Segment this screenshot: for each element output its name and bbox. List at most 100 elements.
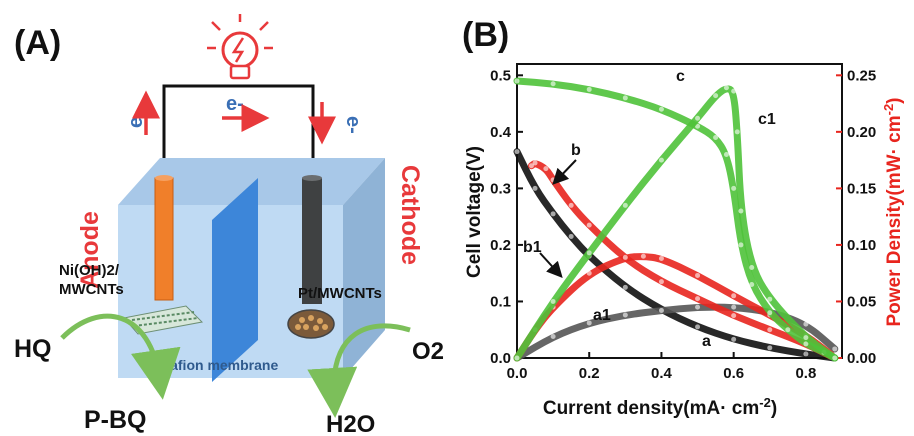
panel-a-label: (A) [14,24,61,62]
series-c-point [695,123,701,129]
series-a1-point [550,334,556,340]
series-c1-point [734,129,740,135]
series-c1-point [658,157,664,163]
series-c1-point [767,296,773,302]
series-c-point [723,151,729,157]
anode-label: Anode [76,211,104,289]
series-c-point [514,78,520,84]
panel-b: (B) 0.0 0.2 0.4 0.6 0.8 0.0 0.1 0.2 0.3 0.4 0.5 0… [462,16,905,419]
series-b-point [528,163,534,169]
reduction-arrow [307,323,411,418]
nafion-membrane [212,178,258,382]
membrane-label: Nafion membrane [160,357,278,373]
series-c1-point [731,88,737,94]
series-a-point [568,233,574,239]
electron-label-middle: e- [226,93,244,115]
series-a-line [513,148,839,362]
y-axis-left-ticks: 0.0 0.1 0.2 0.3 0.4 0.5 [490,67,523,367]
cathode-catalyst-disk [287,309,335,339]
curve-label-b: b [571,142,581,159]
series-c-point [767,310,773,316]
series-b-point [532,160,538,166]
y-right-tick-label: 0.15 [847,180,876,197]
product-h2o: H2O [326,411,375,436]
series-c1-point [622,202,628,208]
series-c-point [622,95,628,101]
x-tick-label: 0.8 [795,365,816,382]
y-axis-left-title: Cell voltage(V) [464,146,485,278]
series-c1-point [832,355,838,361]
curve-label-b1: b1 [523,239,542,256]
series-c-line [513,77,839,362]
cathode-rod [302,178,322,304]
series-a1-point [586,320,592,326]
series-a-point [695,324,701,330]
y-right-tick-label: 0.20 [847,124,876,141]
anode-material-label-line2: MWCNTs [59,281,124,298]
anode-material-label-line1: Ni(OH)2/ [59,262,120,279]
series-c-point [550,81,556,87]
series-a1-point [832,346,838,352]
series-c-point [738,242,744,248]
series-b-point [658,279,664,285]
plot-frame [516,63,843,359]
x-tick-label: 0.2 [579,365,600,382]
series-c1-point [738,208,744,214]
x-tick-label: 0.0 [507,365,528,382]
electron-label-left: e- [125,110,147,128]
series-c1-point [514,355,520,361]
cathode-material-label: Pt/MWCNTs [298,285,382,302]
series-c1-point [803,335,809,341]
series-b1-point [731,293,737,299]
curve-label-a: a [702,333,711,350]
pointer-b1 [539,252,563,278]
lightbulb-icon [207,14,273,80]
series-c1-point [586,250,592,256]
series-b-point [568,202,574,208]
series-b1-point [586,270,592,276]
cathode-label: Cathode [396,165,424,265]
series-b-point [695,296,701,302]
panel-a: (A) e- e- e- [14,14,444,436]
series-c1-point [713,93,719,99]
reactant-o2: O2 [412,338,444,365]
series-c-point [785,327,791,333]
series-c-point [803,341,809,347]
series-b1-point [622,254,628,260]
x-tick-label: 0.6 [723,365,744,382]
anode-catalyst-sheet [123,305,204,335]
y-left-tick-label: 0.3 [490,180,511,197]
series-a1-point [803,321,809,327]
y-right-tick-label: 0.00 [847,350,876,367]
electron-label-right: e- [342,116,364,134]
series-b-point [586,222,592,228]
series-b1-point [658,255,664,261]
series-c-point [731,185,737,191]
series-c1-point [749,265,755,271]
y-left-tick-label: 0.0 [490,350,511,367]
curve-label-c: c [676,68,685,85]
series-c-point [713,135,719,140]
series-a1-line [513,303,839,362]
oxidation-arrow [60,313,181,400]
reactant-hq: HQ [14,335,52,363]
series-a1-point [731,304,737,310]
series-b-point [767,327,773,333]
y-left-tick-label: 0.4 [490,124,512,141]
series-a1-point [622,312,628,318]
series-a-point [767,345,773,351]
y-axis-right-ticks: 0.00 0.05 0.10 0.15 0.20 0.25 [836,67,876,367]
y-right-tick-label: 0.10 [847,237,876,254]
y-left-tick-label: 0.5 [490,67,511,84]
cell-side-face [343,158,385,378]
series-a-point [622,284,628,290]
y-left-tick-label: 0.2 [490,237,511,254]
y-left-tick-label: 0.1 [490,293,511,310]
anode-rod [154,177,174,301]
series-a-point [731,336,737,342]
x-axis-ticks: 0.0 0.2 0.4 0.6 0.8 [507,352,816,382]
curve-label-a1: a1 [593,307,611,324]
series-a-point [514,149,520,155]
series-a-point [550,211,556,217]
series-c1-point [550,298,556,304]
